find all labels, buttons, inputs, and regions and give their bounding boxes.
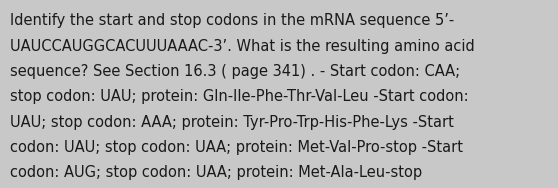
Text: UAU; stop codon: AAA; protein: Tyr-Pro-Trp-His-Phe-Lys -Start: UAU; stop codon: AAA; protein: Tyr-Pro-T… xyxy=(10,115,454,130)
Text: sequence? See Section 16.3 ( page 341) . - Start codon: CAA;: sequence? See Section 16.3 ( page 341) .… xyxy=(10,64,460,79)
Text: codon: UAU; stop codon: UAA; protein: Met-Val-Pro-stop -Start: codon: UAU; stop codon: UAA; protein: Me… xyxy=(10,140,463,155)
Text: codon: AUG; stop codon: UAA; protein: Met-Ala-Leu-stop: codon: AUG; stop codon: UAA; protein: Me… xyxy=(10,165,422,180)
Text: Identify the start and stop codons in the mRNA sequence 5’-: Identify the start and stop codons in th… xyxy=(10,13,454,28)
Text: UAUCCAUGGCACUUUAAAC-3’. What is the resulting amino acid: UAUCCAUGGCACUUUAAAC-3’. What is the resu… xyxy=(10,39,475,54)
Text: stop codon: UAU; protein: Gln-Ile-Phe-Thr-Val-Leu -Start codon:: stop codon: UAU; protein: Gln-Ile-Phe-Th… xyxy=(10,89,469,104)
